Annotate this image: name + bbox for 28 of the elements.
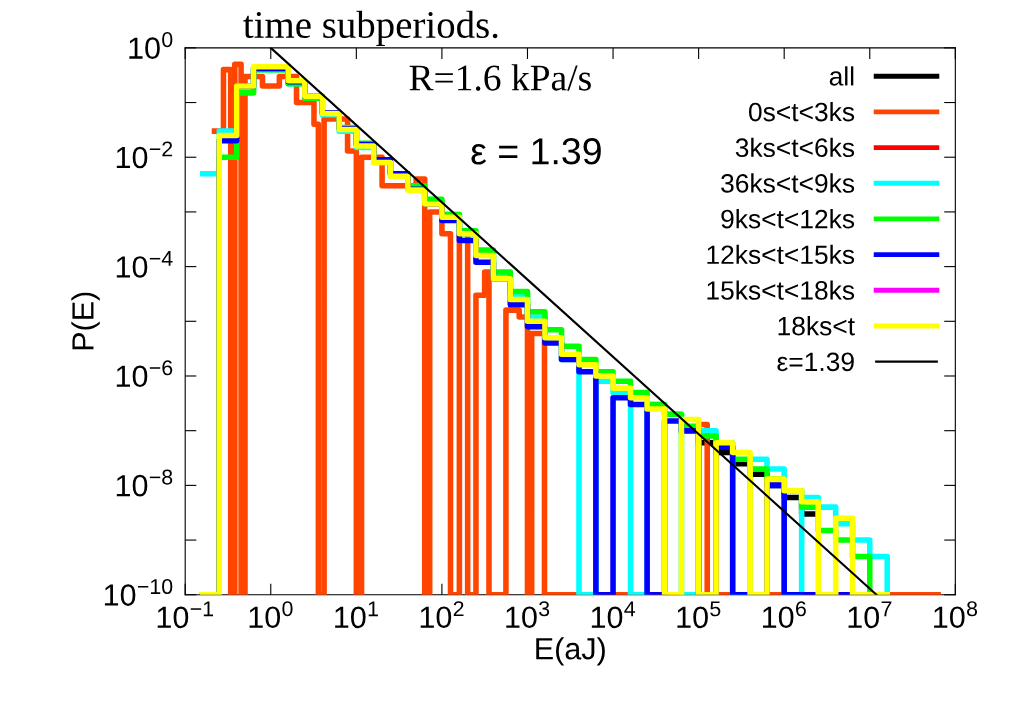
legend-label: 12ks<t<15ks [707,244,855,265]
legend-label: 9ks<t<12ks [721,209,855,229]
y-tick-label: 10$^{−8}$ [116,469,173,497]
x-tick-label: 10$^{4}$ [591,601,636,629]
legend-label: all [829,66,854,86]
x-tick-label: 10$^{1}$ [335,601,378,629]
x-tick-label: 10$^{5}$ [677,601,721,629]
x-tick-label: 10$^{3}$ [506,601,550,629]
legend-label: 18ks<t [778,316,855,336]
y-tick-label: 10$^{−4}$ [116,251,173,278]
y-axis-title: P(E) [71,292,100,350]
legend-label: 0s<t<3ks [748,101,855,122]
x-tick-label: 10$^{7}$ [848,601,892,629]
y-tick-label: 10$^{−2}$ [116,141,173,169]
x-tick-label: 10$^{8}$ [934,601,978,629]
annotation: ε = 1.39 [471,138,601,165]
legend-label: 15ks<t<18ks [707,280,855,300]
x-tick-label: 10$^{0}$ [249,601,293,629]
y-tick-label: 10$^{0}$ [129,32,173,59]
annotation: R=1.6 kPa/s [409,64,591,91]
legend-label: 36ks<t<9ks [721,173,855,193]
x-tick-label: 10$^{6}$ [762,601,806,629]
legend-label: ε=1.39 [777,352,854,372]
y-tick-label: 10$^{−6}$ [116,360,173,388]
x-tick-label: 10$^{2}$ [420,601,464,629]
text: time subperiods. [243,10,498,46]
x-axis-title: E(aJ) [536,637,605,666]
legend-label: 3ks<t<6ks [735,137,855,158]
